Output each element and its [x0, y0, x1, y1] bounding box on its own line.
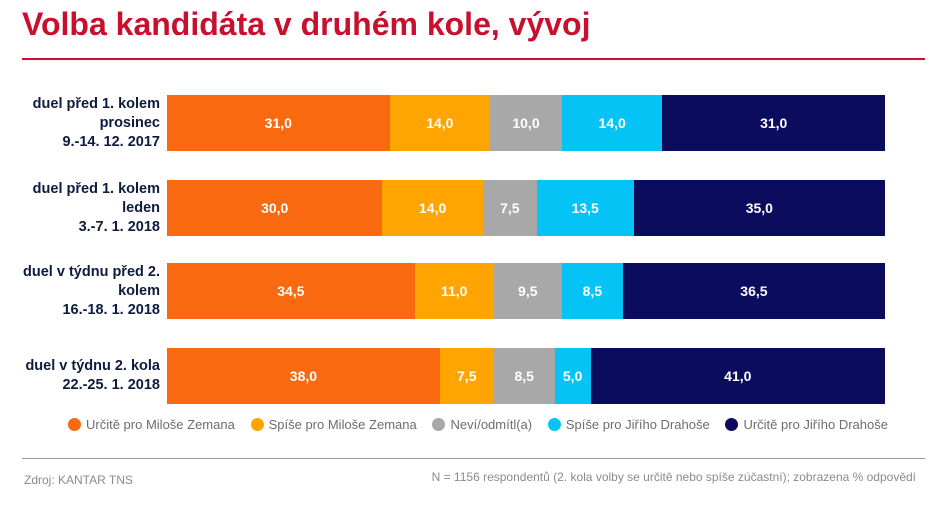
- bar-segment: 14,0: [382, 180, 483, 236]
- legend-dot-icon: [68, 418, 81, 431]
- legend-item: Neví/odmítl(a): [432, 417, 532, 432]
- legend-item: Určitě pro Miloše Zemana: [68, 417, 235, 432]
- row-label-line: leden: [122, 199, 160, 216]
- legend-dot-icon: [547, 418, 561, 431]
- data-label: 8,5: [514, 368, 534, 384]
- legend: Určitě pro Miloše Zemana Spíše pro Miloše…: [68, 417, 888, 432]
- row-label-line: 22.-25. 1. 2018: [62, 377, 160, 393]
- data-label: 9,5: [518, 283, 538, 299]
- legend-item: Určitě pro Jiřího Drahoše: [725, 417, 888, 432]
- bar-segment: 10,0: [490, 95, 562, 151]
- row-label: duel před 1. kolem prosinec 9.-14. 12. 201…: [8, 95, 160, 152]
- data-label: 34,5: [277, 283, 305, 299]
- bar-segment: 13,5: [536, 180, 634, 236]
- bar-row: 31,0 14,0 10,0 14,0 31,0: [167, 95, 885, 151]
- row-label-line: 16.-18. 1. 2018: [62, 301, 160, 318]
- data-label: 13,5: [571, 200, 599, 216]
- legend-label: Neví/odmítl(a): [450, 417, 533, 432]
- bar-segment: 35,0: [633, 180, 885, 236]
- legend-label: Určitě pro Jiřího Drahoše: [743, 417, 888, 432]
- data-label: 7,5: [457, 368, 477, 384]
- bar-row: 34,5 11,0 9,5 8,5 36,5: [167, 263, 885, 319]
- legend-dot-icon: [432, 418, 446, 431]
- data-label: 31,0: [760, 115, 788, 131]
- row-label: duel v týdnu 2. kola 22.-25. 1. 2018: [8, 357, 160, 395]
- legend-item: Spíše pro Jiřího Drahoše: [547, 417, 710, 432]
- bar-segment: 7,5: [439, 348, 494, 404]
- bar-segment: 7,5: [482, 180, 537, 236]
- legend-label: Spíše pro Jiřího Drahoše: [565, 417, 710, 432]
- bar-segment: 11,0: [414, 263, 494, 319]
- bar-segment: 5,0: [554, 348, 591, 404]
- bar-row: 38,0 7,5 8,5 5,0 41,0: [167, 348, 885, 404]
- row-label-line: duel v týdnu 2. kola: [25, 358, 160, 374]
- row-label-line: 3.-7. 1. 2018: [78, 218, 160, 235]
- legend-label: Spíše pro Miloše Zemana: [268, 417, 417, 432]
- legend-label: Určitě pro Miloše Zemana: [86, 417, 235, 432]
- data-label: 10,0: [512, 115, 540, 131]
- bar-segment: 34,5: [167, 263, 415, 319]
- data-label: 14,0: [419, 200, 447, 216]
- source-text: Zdroj: KANTAR TNS: [24, 473, 133, 487]
- legend-dot-icon: [725, 418, 739, 431]
- data-label: 8,5: [582, 283, 603, 299]
- row-label-line: kolem: [118, 282, 160, 299]
- data-label: 14,0: [598, 115, 626, 131]
- sample-note: N = 1156 respondentů (2. kola volby se u…: [431, 470, 916, 484]
- title-divider: [22, 58, 925, 60]
- row-label: duel před 1. kolem leden 3.-7. 1. 2018: [8, 180, 160, 237]
- row-label-line: duel před 1. kolem: [32, 95, 160, 112]
- bar-segment: 30,0: [167, 180, 383, 236]
- bar-segment: 14,0: [561, 95, 663, 151]
- row-label-line: duel před 1. kolem: [32, 180, 160, 197]
- data-label: 36,5: [740, 283, 768, 299]
- bar-segment: 31,0: [662, 95, 885, 151]
- data-label: 31,0: [264, 115, 292, 131]
- row-label: duel v týdnu před 2. kolem 16.-18. 1. 2018: [8, 263, 160, 320]
- data-label: 41,0: [724, 368, 752, 384]
- data-label: 30,0: [261, 200, 289, 216]
- row-label-line: duel v týdnu před 2.: [23, 263, 160, 280]
- chart-title: Volba kandidáta v druhém kole, vývoj: [22, 6, 591, 42]
- bar-segment: 31,0: [167, 95, 390, 151]
- bar-segment: 8,5: [561, 263, 623, 319]
- data-label: 35,0: [745, 200, 773, 216]
- data-label: 5,0: [562, 368, 583, 384]
- bar-segment: 36,5: [622, 263, 885, 319]
- bar-row: 30,0 14,0 7,5 13,5 35,0: [167, 180, 885, 236]
- bar-segment: 9,5: [493, 263, 562, 319]
- bar-segment: 41,0: [590, 348, 885, 404]
- data-label: 11,0: [440, 283, 468, 299]
- data-label: 7,5: [500, 200, 520, 216]
- bar-segment: 8,5: [493, 348, 555, 404]
- data-label: 38,0: [289, 368, 318, 384]
- bar-segment: 14,0: [389, 95, 491, 151]
- footer-divider: [22, 458, 925, 459]
- legend-item: Spíše pro Miloše Zemana: [250, 417, 417, 432]
- data-label: 14,0: [426, 115, 454, 131]
- bar-segment: 38,0: [167, 348, 440, 404]
- row-label-line: 9.-14. 12. 2017: [62, 133, 160, 150]
- row-label-line: prosinec: [99, 114, 160, 131]
- legend-dot-icon: [250, 418, 264, 431]
